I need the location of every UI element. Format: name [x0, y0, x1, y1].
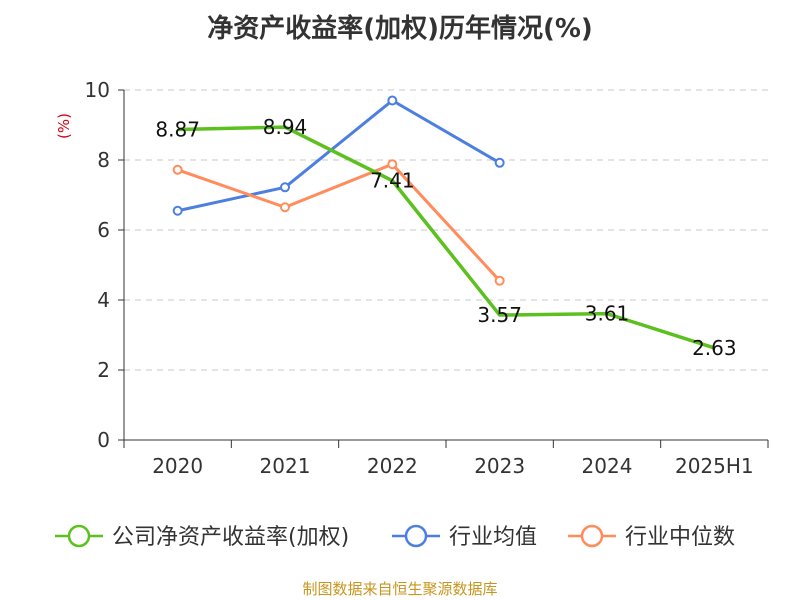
x-tick-label: 2024: [582, 454, 633, 478]
series-lines: [172, 95, 715, 350]
legend-marker: [67, 524, 91, 548]
data-point[interactable]: [494, 157, 505, 168]
x-tick-label: 2020: [152, 454, 203, 478]
data-label: 8.94: [263, 115, 308, 139]
data-label: 2.63: [692, 336, 737, 360]
legend-item[interactable]: 公司净资产收益率(加权): [55, 524, 349, 550]
legend-item[interactable]: 行业均值: [392, 524, 537, 550]
series-line: [177, 99, 501, 213]
series-line: [177, 125, 715, 350]
legend-item[interactable]: 行业中位数: [568, 524, 735, 550]
data-label: 3.57: [477, 303, 522, 327]
source-note: 制图数据来自恒生聚源数据库: [302, 580, 498, 598]
y-tick-label: 0: [97, 428, 110, 452]
data-point[interactable]: [172, 164, 183, 175]
data-label: 7.41: [370, 169, 415, 193]
y-axis-label: (%): [55, 113, 73, 139]
legend-label: 行业中位数: [625, 525, 735, 550]
y-tick-label: 2: [97, 358, 110, 382]
legend-marker: [580, 524, 604, 548]
legend-label: 行业均值: [449, 525, 537, 550]
legend-label: 公司净资产收益率(加权): [112, 525, 349, 550]
y-tick-label: 8: [97, 148, 110, 172]
legend[interactable]: 公司净资产收益率(加权) 行业均值 行业中位数: [55, 524, 735, 550]
x-tick-label: 2021: [260, 454, 311, 478]
line-chart: 0 2 4 6 8 10 (%) 2020 2021 2022 2023 2024 2025H1 8.8…: [55, 78, 769, 550]
x-tick-label: 2025H1: [675, 454, 754, 478]
chart-title: 净资产收益率(加权)历年情况(%): [207, 14, 593, 44]
data-point[interactable]: [280, 182, 290, 193]
data-point[interactable]: [387, 159, 398, 170]
grid-lines: [124, 89, 768, 371]
data-point[interactable]: [387, 95, 398, 106]
data-point[interactable]: [172, 205, 183, 216]
data-label: 8.87: [155, 118, 200, 142]
axes: 0 2 4 6 8 10 (%) 2020 2021 2022 2023 2024 2025H1: [55, 78, 769, 478]
data-point[interactable]: [280, 202, 290, 213]
y-tick-label: 10: [85, 78, 110, 102]
data-point[interactable]: [494, 275, 505, 286]
y-tick-label: 6: [97, 218, 110, 242]
series-line: [177, 162, 501, 282]
x-tick-label: 2023: [474, 454, 525, 478]
y-tick-label: 4: [97, 288, 110, 312]
x-tick-label: 2022: [367, 454, 418, 478]
legend-marker: [404, 524, 428, 548]
data-label: 3.61: [585, 302, 630, 326]
data-labels: 8.87 8.94 7.41 3.57 3.61 2.63: [155, 115, 736, 360]
